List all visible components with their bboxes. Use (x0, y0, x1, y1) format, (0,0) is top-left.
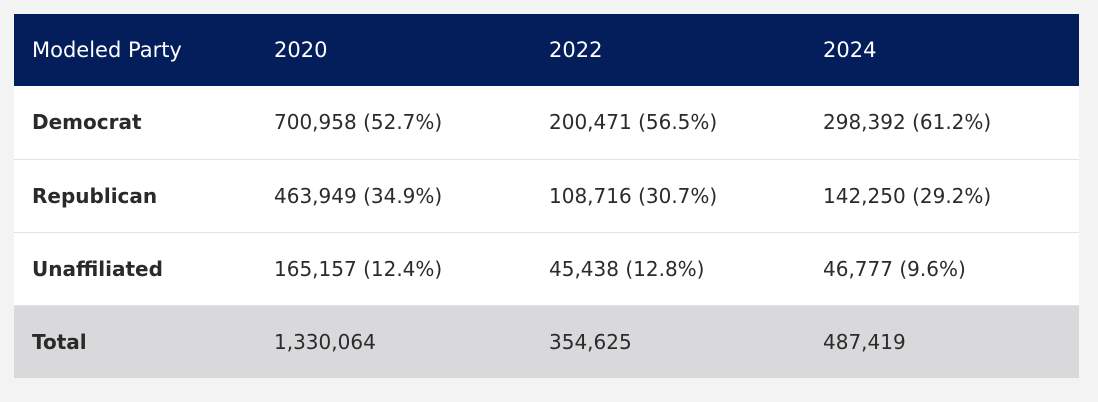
table-row-republican: Republican 463,949 (34.9%) 108,716 (30.7… (14, 159, 1079, 232)
header-row: Modeled Party 2020 2022 2024 (14, 14, 1079, 86)
table-row-democrat: Democrat 700,958 (52.7%) 200,471 (56.5%)… (14, 86, 1079, 159)
cell-2022: 108,716 (30.7%) (549, 183, 718, 208)
party-label: Republican (32, 183, 158, 208)
table-body: Democrat 700,958 (52.7%) 200,471 (56.5%)… (14, 86, 1079, 378)
table-row-total: Total 1,330,064 354,625 487,419 (14, 305, 1079, 378)
header-2022: 2022 (549, 38, 603, 62)
cell-2022: 45,438 (12.8%) (549, 256, 705, 281)
table-header: Modeled Party 2020 2022 2024 (14, 14, 1079, 86)
party-label: Unaffiliated (32, 256, 163, 281)
cell-2020: 1,330,064 (274, 329, 376, 354)
party-registration-table: Modeled Party 2020 2022 2024 Democrat 70… (14, 14, 1079, 378)
cell-2020: 463,949 (34.9%) (274, 183, 443, 208)
cell-2024: 46,777 (9.6%) (823, 256, 966, 281)
total-label: Total (32, 329, 87, 354)
cell-2020: 700,958 (52.7%) (274, 110, 443, 135)
cell-2024: 298,392 (61.2%) (823, 110, 992, 135)
cell-2024: 487,419 (823, 329, 906, 354)
table-row-unaffiliated: Unaffiliated 165,157 (12.4%) 45,438 (12.… (14, 232, 1079, 305)
cell-2022: 200,471 (56.5%) (549, 110, 718, 135)
cell-2024: 142,250 (29.2%) (823, 183, 992, 208)
cell-2020: 165,157 (12.4%) (274, 256, 443, 281)
party-label: Democrat (32, 110, 142, 135)
header-modeled-party: Modeled Party (32, 38, 182, 62)
header-2020: 2020 (274, 38, 328, 62)
header-2024: 2024 (823, 38, 877, 62)
party-registration-table-container: Modeled Party 2020 2022 2024 Democrat 70… (14, 14, 1079, 378)
cell-2022: 354,625 (549, 329, 632, 354)
